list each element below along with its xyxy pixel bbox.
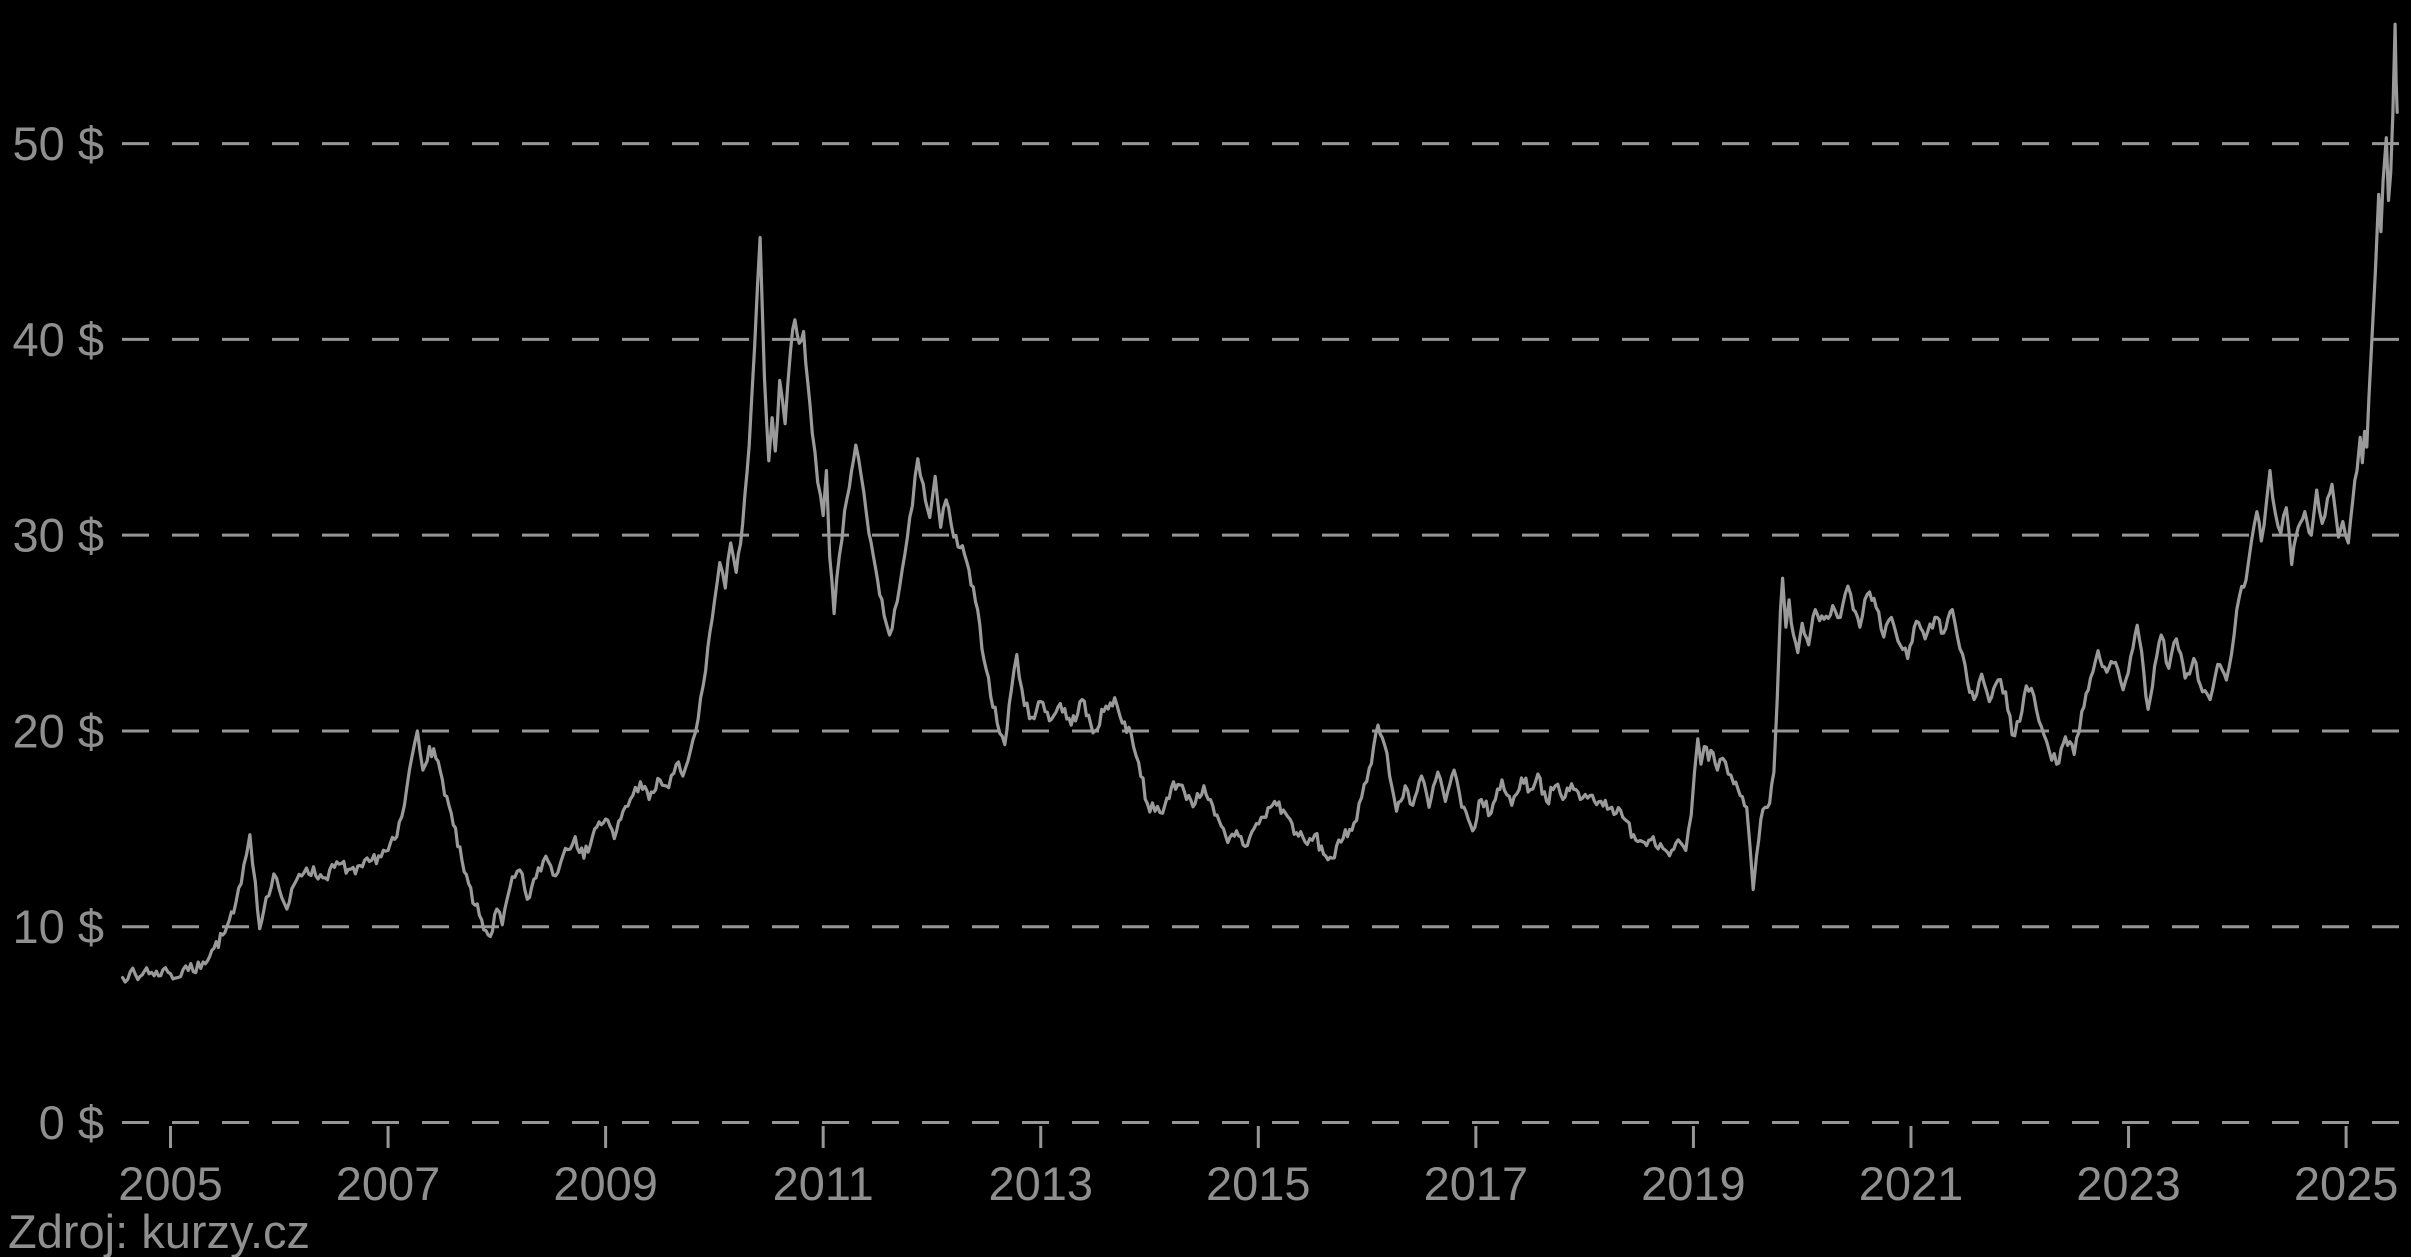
x-axis-label: 2021 [1859, 1157, 1964, 1210]
x-axis-label: 2015 [1206, 1157, 1311, 1210]
y-axis-label: 50 $ [13, 117, 104, 170]
x-axis-ticks-and-labels: 2005 2007 2009 2011 2013 2015 2017 2019 2021 2023… [118, 1126, 2398, 1210]
x-axis-label: 2005 [118, 1157, 223, 1210]
x-axis-label: 2013 [988, 1157, 1093, 1210]
x-axis-label: 2019 [1641, 1157, 1746, 1210]
x-axis-label: 2007 [336, 1157, 441, 1210]
x-axis-label: 2011 [773, 1157, 874, 1210]
x-axis-label: 2009 [553, 1157, 658, 1210]
y-axis-label: 20 $ [13, 704, 104, 757]
x-axis-label: 2025 [2294, 1157, 2399, 1210]
y-axis-label: 30 $ [13, 509, 104, 562]
price-line-series [120, 22, 2399, 984]
x-axis-label: 2017 [1424, 1157, 1529, 1210]
source-attribution: Zdroj: kurzy.cz [8, 1205, 310, 1257]
y-axis-labels: 0 $ 10 $ 20 $ 30 $ 40 $ 50 $ [13, 117, 104, 1149]
y-axis-label: 40 $ [13, 313, 104, 366]
x-axis-label: 2023 [2076, 1157, 2181, 1210]
y-axis-label: 10 $ [13, 900, 104, 953]
horizontal-gridlines [122, 142, 2411, 1124]
y-axis-label: 0 $ [39, 1096, 104, 1149]
